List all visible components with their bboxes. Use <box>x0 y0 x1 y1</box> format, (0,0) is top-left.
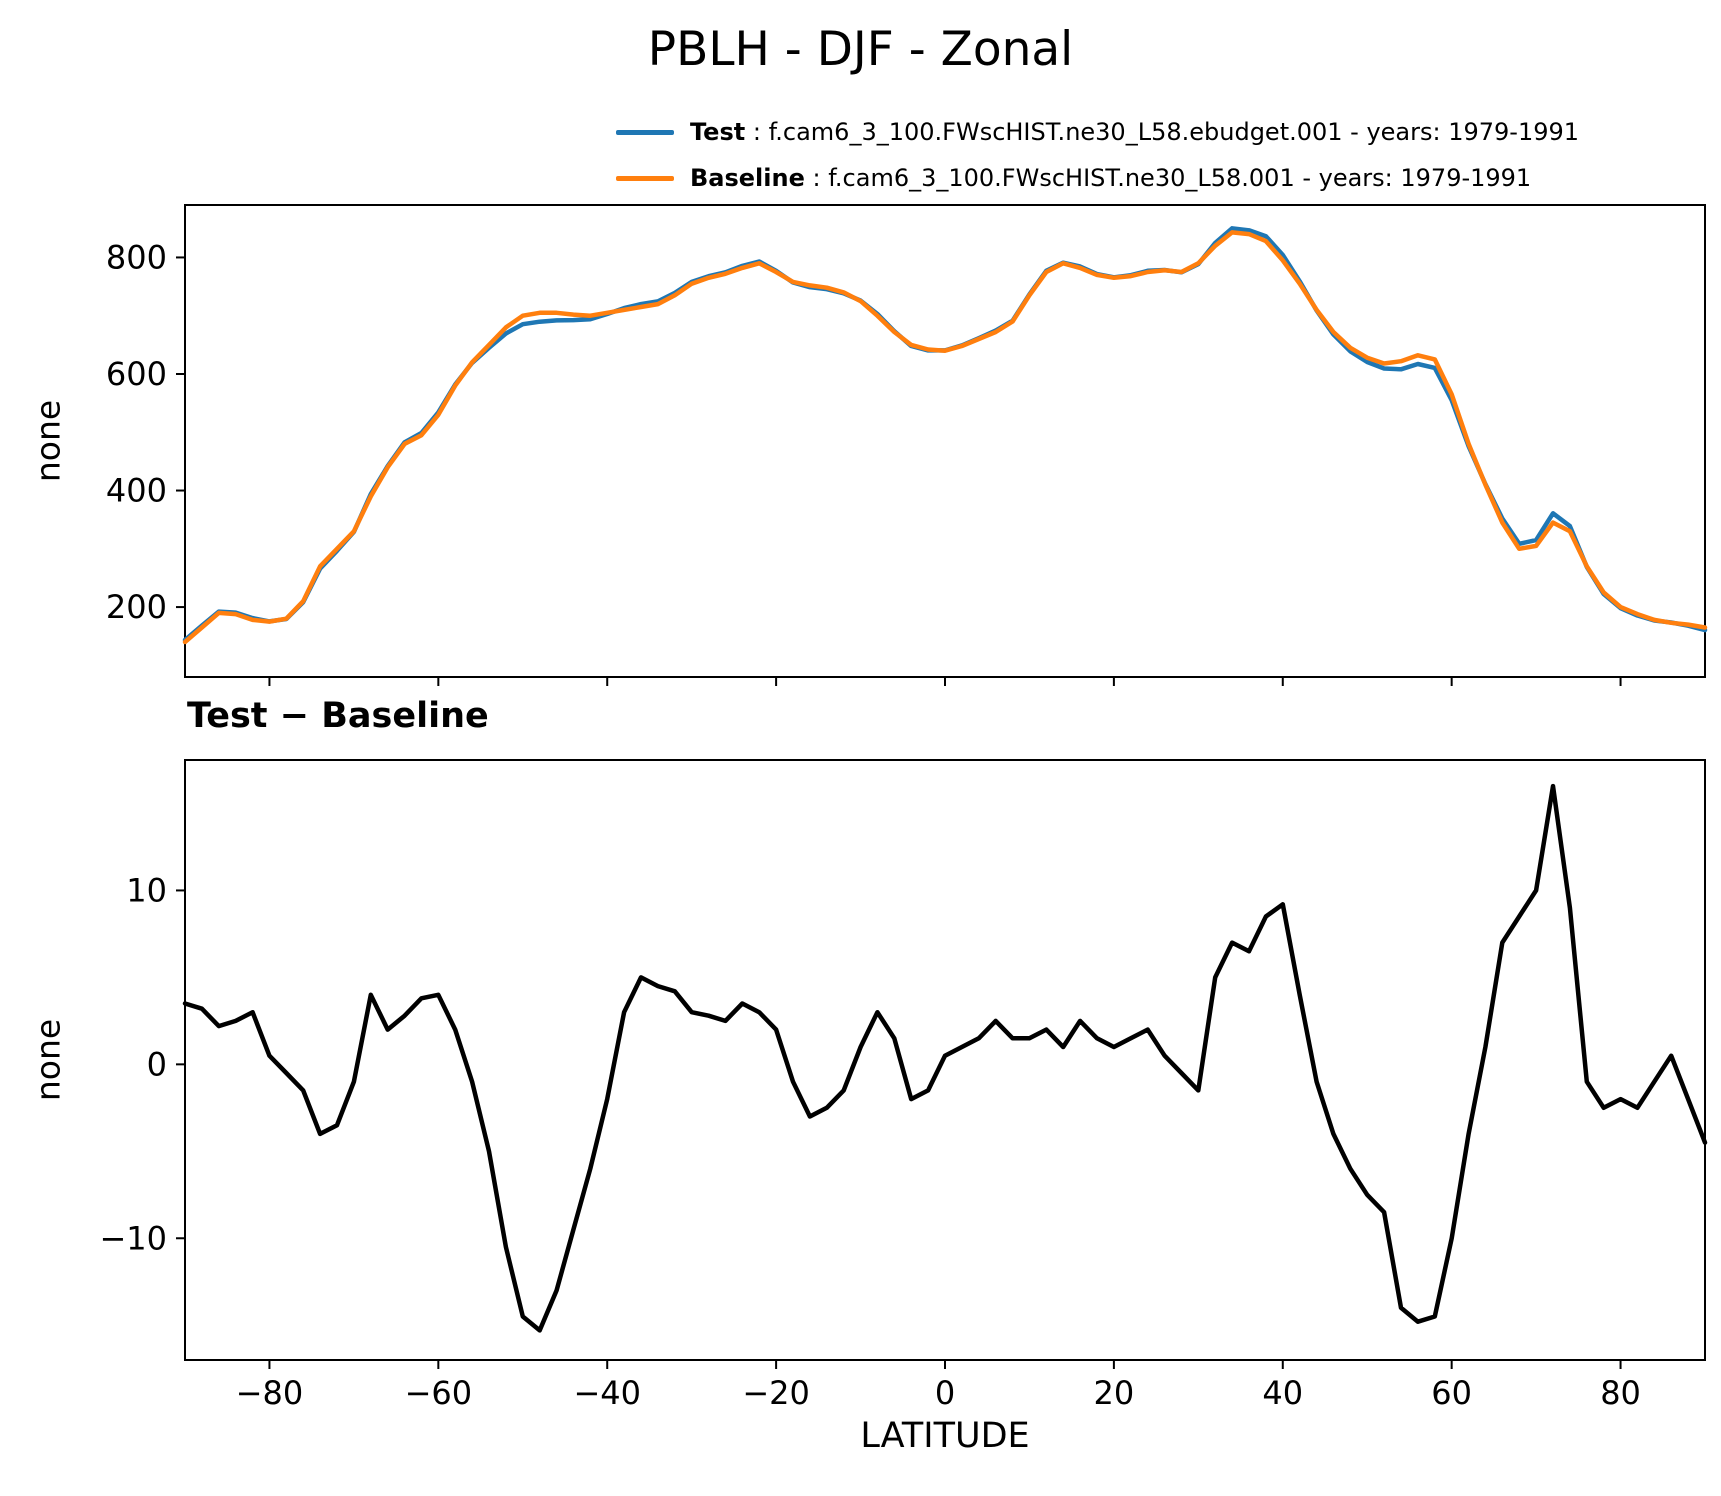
x-tick-label: −20 <box>742 1374 810 1412</box>
legend-label-test: Test : f.cam6_3_100.FWscHIST.ne30_L58.eb… <box>690 118 1579 146</box>
legend: Test : f.cam6_3_100.FWscHIST.ne30_L58.eb… <box>616 114 1579 196</box>
y-tick-label: 600 <box>106 355 167 393</box>
test-line-swatch <box>616 129 674 135</box>
line-test <box>182 226 1708 643</box>
y-tick-label: 400 <box>106 472 167 510</box>
x-tick-label: 60 <box>1431 1374 1472 1412</box>
baseline-line-swatch <box>616 175 674 181</box>
diff-panel-y-axis-label: none <box>28 1018 68 1102</box>
zonal-mean-chart: 200 400 600 800 <box>106 204 1708 686</box>
line-test-baseline <box>182 783 1708 1333</box>
diff-panel-title: Test − Baseline <box>187 696 489 736</box>
legend-series-name-test: Test <box>690 118 746 146</box>
x-tick-label: −60 <box>405 1374 473 1412</box>
x-tick-label: −80 <box>236 1374 304 1412</box>
legend-series-name-baseline: Baseline <box>690 164 805 192</box>
y-tick-label: 0 <box>147 1045 167 1083</box>
x-tick-label: 40 <box>1262 1374 1303 1412</box>
x-tick-label: 80 <box>1600 1374 1641 1412</box>
y-tick-label: 200 <box>106 588 167 626</box>
legend-item-baseline: Baseline : f.cam6_3_100.FWscHIST.ne30_L5… <box>616 160 1579 196</box>
y-tick-label: 800 <box>106 238 167 276</box>
diff-chart: −80 −60 −40 −20 0 20 40 60 80 −10 0 10 <box>99 759 1708 1412</box>
top-panel-y-axis-label: none <box>28 399 68 483</box>
x-tick-label: 0 <box>935 1374 955 1412</box>
line-baseline <box>182 230 1708 645</box>
x-tick-label: −40 <box>573 1374 641 1412</box>
legend-label-baseline: Baseline : f.cam6_3_100.FWscHIST.ne30_L5… <box>690 164 1531 192</box>
legend-item-test: Test : f.cam6_3_100.FWscHIST.ne30_L58.eb… <box>616 114 1579 150</box>
y-tick-label: 10 <box>126 871 167 909</box>
legend-series-desc-test: : f.cam6_3_100.FWscHIST.ne30_L58.ebudget… <box>745 118 1580 146</box>
x-axis-label: LATITUDE <box>860 1416 1030 1456</box>
x-tick-label: 20 <box>1094 1374 1135 1412</box>
y-tick-label: −10 <box>99 1219 167 1257</box>
legend-series-desc-baseline: : f.cam6_3_100.FWscHIST.ne30_L58.001 - y… <box>804 164 1532 192</box>
chart-title: PBLH - DJF - Zonal <box>647 22 1074 77</box>
